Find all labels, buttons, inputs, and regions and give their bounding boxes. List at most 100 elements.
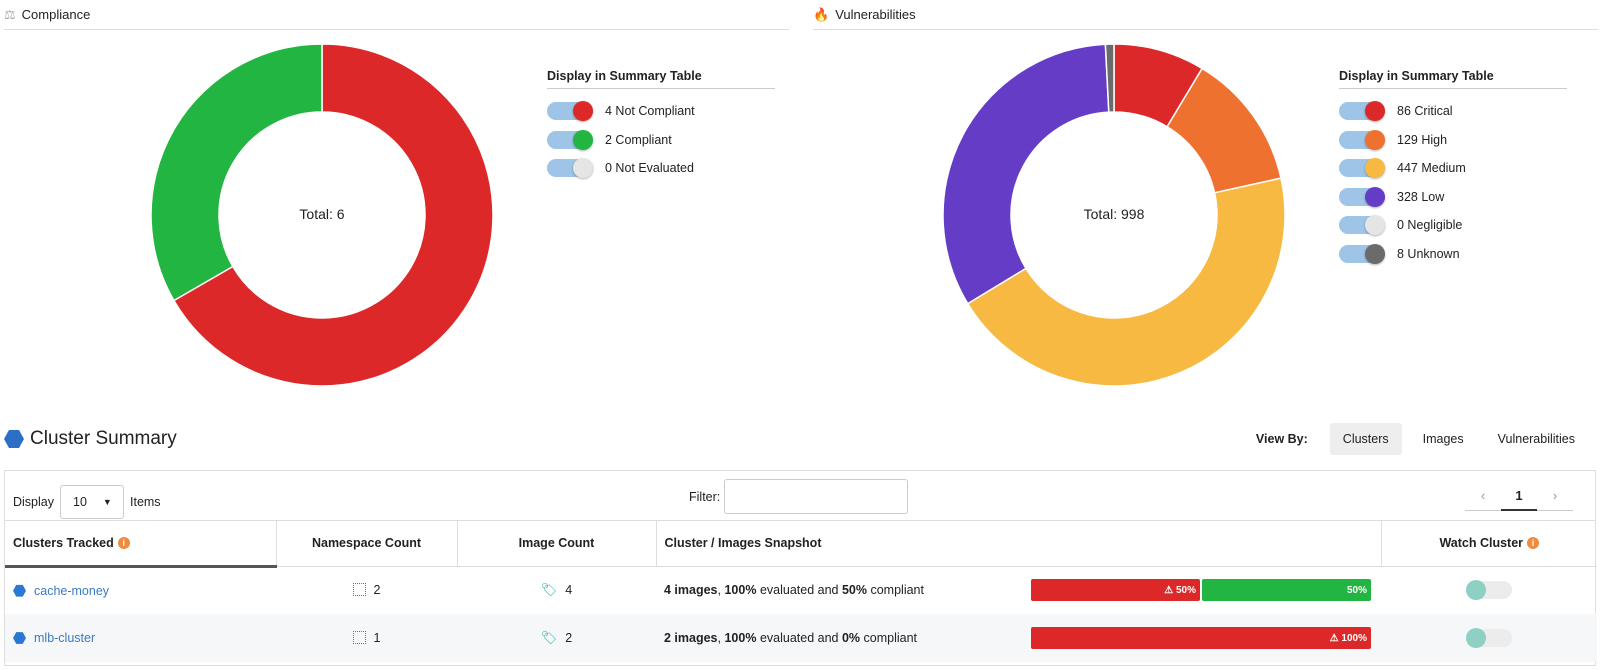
vulnerabilities-donut-chart — [943, 44, 1285, 386]
watch-cluster-cell — [1381, 614, 1597, 662]
display-toggle[interactable] — [547, 158, 593, 179]
filter-label: Filter: — [689, 489, 721, 504]
compliance-total: Total: 6 — [299, 206, 345, 222]
vulnerabilities-legend-item: 129 High — [1339, 126, 1567, 155]
cluster-summary-table: Clusters Tracked i Namespace Count Image … — [5, 521, 1597, 662]
page-size-select[interactable]: 10 ▼ — [60, 485, 124, 519]
filter-input[interactable] — [724, 479, 909, 514]
image-count-cell: 🏷 4 — [540, 582, 573, 598]
snapshot-bar: ⚠ 50% 50% — [1031, 579, 1371, 602]
compliance-panel-header: ⚖ Compliance — [4, 0, 789, 30]
watch-cluster-cell — [1381, 566, 1597, 614]
cluster-hex-icon — [13, 584, 26, 597]
vulnerabilities-total: Total: 998 — [1083, 206, 1145, 222]
cluster-summary-heading: Cluster Summary — [4, 428, 177, 450]
vulnerabilities-legend-item: 0 Negligible — [1339, 211, 1567, 240]
column-header-snapshot[interactable]: Cluster / Images Snapshot — [656, 521, 1382, 567]
donut-slice-447-medium[interactable] — [966, 177, 1285, 386]
column-header-namespace-count[interactable]: Namespace Count — [276, 521, 458, 567]
display-label: Display — [13, 495, 54, 509]
display-toggle[interactable] — [1339, 215, 1385, 236]
info-icon[interactable]: i — [117, 536, 130, 549]
cluster-hex-icon — [13, 632, 26, 644]
tag-icon: 🏷 — [540, 630, 558, 645]
filter-control: Filter: — [689, 479, 909, 514]
page-size-value: 10 — [73, 495, 87, 509]
tag-icon: 🏷 — [540, 582, 558, 598]
view-by-vulnerabilities-button[interactable]: Vulnerabilities — [1497, 432, 1575, 446]
display-toggle[interactable] — [547, 101, 593, 122]
toggle-knob — [1466, 628, 1486, 648]
info-icon[interactable]: i — [1527, 537, 1540, 550]
legend-label: 8 Unknown — [1397, 246, 1460, 261]
compliance-title: Compliance — [21, 7, 91, 22]
donut-slice-8-unknown[interactable] — [1104, 44, 1115, 113]
vulnerabilities-legend: Display in Summary Table 86 Critical 129 … — [1339, 69, 1567, 268]
snapshot-bar-segment: 50% — [1202, 579, 1371, 602]
compliance-legend: Display in Summary Table 4 Not Compliant… — [547, 69, 775, 183]
next-page-icon[interactable]: › — [1537, 481, 1573, 511]
toggle-knob — [1365, 101, 1385, 122]
toggle-knob — [1466, 580, 1486, 601]
toggle-knob — [573, 129, 593, 150]
column-header-watch-cluster[interactable]: Watch Cluster i — [1381, 521, 1597, 567]
snapshot-bar-segment: ⚠ 50% — [1031, 579, 1200, 602]
previous-page-icon[interactable]: ‹ — [1465, 481, 1501, 511]
view-by-switcher: View By: Clusters Images Vulnerabilities — [1256, 423, 1588, 455]
namespace-icon — [352, 631, 366, 644]
view-by-clusters-button[interactable]: Clusters — [1329, 423, 1402, 455]
cluster-link[interactable]: cache-money — [5, 584, 276, 598]
vulnerabilities-panel-header: 🔥 Vulnerabilities — [813, 0, 1598, 30]
compliance-legend-item: 2 Compliant — [547, 126, 775, 155]
snapshot-cell: 2 images, 100% evaluated and 0% complian… — [656, 614, 1381, 662]
watch-cluster-toggle[interactable] — [1466, 580, 1512, 601]
table-toolbar: Display 10 ▼ Items Filter: ‹ 1 › — [5, 471, 1595, 521]
display-toggle[interactable] — [1339, 186, 1385, 207]
namespace-icon — [352, 583, 366, 597]
legend-label: 129 High — [1397, 132, 1448, 147]
donut-slice-2-compliant[interactable] — [151, 44, 323, 302]
legend-label: 0 Not Evaluated — [605, 161, 694, 176]
page-number-current[interactable]: 1 — [1501, 481, 1537, 511]
vulnerabilities-title: Vulnerabilities — [835, 7, 916, 22]
items-label: Items — [130, 495, 161, 509]
toggle-knob — [1365, 186, 1385, 207]
namespace-count-cell: 2 — [276, 566, 457, 614]
display-toggle[interactable] — [1339, 129, 1385, 150]
compliance-legend-title: Display in Summary Table — [547, 69, 775, 89]
vulnerabilities-legend-item: 8 Unknown — [1339, 240, 1567, 269]
display-toggle[interactable] — [1339, 158, 1385, 179]
watch-cluster-toggle[interactable] — [1466, 628, 1512, 648]
display-toggle[interactable] — [1339, 101, 1385, 122]
toggle-knob — [1365, 158, 1385, 179]
toggle-knob — [573, 158, 593, 179]
legend-label: 86 Critical — [1397, 104, 1453, 119]
scale-icon: ⚖ — [4, 6, 16, 22]
toggle-knob — [1365, 215, 1385, 236]
compliance-donut-chart — [151, 44, 493, 386]
donut-slice-4-not-compliant[interactable] — [172, 44, 493, 386]
pagination: ‹ 1 › — [1465, 481, 1573, 511]
page-size-control: Display 10 ▼ Items — [13, 485, 161, 519]
column-header-clusters-tracked[interactable]: Clusters Tracked i — [5, 521, 277, 568]
legend-label: 0 Negligible — [1397, 218, 1463, 233]
display-toggle[interactable] — [1339, 243, 1385, 264]
snapshot-text: 2 images, 100% evaluated and 0% complian… — [664, 631, 918, 645]
legend-label: 328 Low — [1397, 189, 1445, 204]
donut-slice-328-low[interactable] — [943, 44, 1110, 305]
view-by-label: View By: — [1255, 432, 1308, 446]
legend-label: 447 Medium — [1397, 161, 1466, 176]
kubernetes-hex-icon — [4, 430, 24, 448]
cluster-link[interactable]: mlb-cluster — [5, 631, 276, 645]
view-by-images-button[interactable]: Images — [1422, 432, 1464, 446]
toggle-knob — [573, 101, 593, 122]
image-count-cell: 🏷 2 — [457, 614, 656, 662]
vulnerabilities-legend-item: 447 Medium — [1339, 154, 1567, 183]
toggle-knob — [1365, 129, 1385, 150]
namespace-count-cell: 1 — [276, 614, 457, 662]
display-toggle[interactable] — [547, 129, 593, 150]
snapshot-bar: ⚠ 100% — [1031, 627, 1371, 649]
legend-label: 2 Compliant — [605, 132, 672, 147]
column-header-image-count[interactable]: Image Count — [457, 521, 657, 567]
vulnerabilities-legend-item: 86 Critical — [1339, 97, 1567, 126]
